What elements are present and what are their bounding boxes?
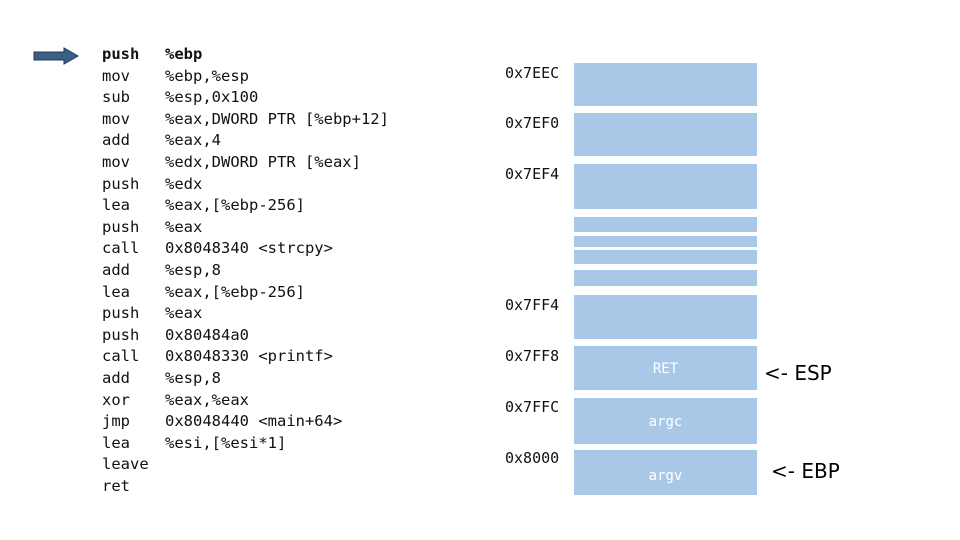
instruction-operands: 0x8048330 <printf>	[165, 347, 333, 366]
instruction-operands: %edx	[165, 174, 203, 193]
stack-address: 0x7EF4	[505, 165, 560, 183]
instruction-opcode: push	[102, 45, 140, 63]
stack-cell	[574, 236, 757, 247]
instruction-operands: %eax,4	[165, 131, 221, 150]
instruction-operands: %esp,0x100	[165, 88, 259, 107]
instruction-opcode: push	[102, 174, 140, 193]
stack-cell	[574, 164, 757, 209]
instruction-operands: %esp,8	[165, 368, 221, 387]
stack-cell	[574, 217, 757, 232]
instruction-opcode: add	[102, 368, 130, 387]
instruction-operands: %eax	[165, 217, 203, 236]
stack-cell-label: RET	[652, 361, 679, 377]
instruction-operands: 0x8048340 <strcpy>	[165, 239, 333, 258]
instruction-opcode: lea	[102, 196, 130, 215]
stack-cell	[574, 113, 757, 156]
stack-address: 0x7EF0	[505, 114, 560, 132]
instruction-operands: %ebp	[165, 45, 203, 63]
instruction-opcode: xor	[102, 390, 130, 409]
stack-cell	[574, 63, 757, 106]
instruction-opcode: call	[102, 239, 140, 258]
stack-address: 0x7FF8	[505, 347, 560, 365]
stack-address: 0x8000	[505, 449, 560, 467]
esp-pointer-label: <- ESP	[764, 361, 832, 385]
instruction-operands: %eax,%eax	[165, 390, 249, 409]
stack-address: 0x7EEC	[505, 64, 560, 82]
instruction-opcode: jmp	[102, 412, 130, 431]
stack-address: 0x7FFC	[505, 398, 560, 416]
instruction-operands: %esp,8	[165, 260, 221, 279]
stack-cell-label: argc	[648, 414, 683, 430]
stack-cell-argv: argv	[574, 450, 757, 495]
instruction-operands: 0x8048440 <main+64>	[165, 412, 343, 431]
instruction-operands: 0x80484a0	[165, 325, 249, 344]
instruction-operands: %eax	[165, 304, 203, 323]
instruction-operands: %eax,[%ebp-256]	[165, 196, 305, 215]
instruction-opcode: sub	[102, 88, 130, 107]
stack-cell-ret: RET	[574, 346, 757, 390]
instruction-opcode: push	[102, 217, 140, 236]
stack-address: 0x7FF4	[505, 296, 560, 314]
instruction-opcode: mov	[102, 152, 130, 171]
instruction-opcode: leave	[102, 455, 149, 474]
instruction-operands: %esi,[%esi*1]	[165, 433, 287, 452]
instruction-opcode: mov	[102, 66, 130, 85]
instruction-operands: %edx,DWORD PTR [%eax]	[165, 152, 361, 171]
instruction-opcode: lea	[102, 433, 130, 452]
instruction-opcode: push	[102, 325, 140, 344]
instruction-operands: %ebp,%esp	[165, 66, 249, 85]
instruction-opcode: add	[102, 131, 130, 150]
instruction-operands: %eax,DWORD PTR [%ebp+12]	[165, 109, 389, 128]
ebp-pointer-label: <- EBP	[771, 459, 840, 483]
instruction-opcode: lea	[102, 282, 130, 301]
stack-cell	[574, 270, 757, 286]
instruction-opcode: mov	[102, 109, 130, 128]
stack-cell-argc: argc	[574, 398, 757, 444]
current-instruction-arrow-icon	[33, 47, 80, 65]
stack-cell	[574, 295, 757, 339]
stack-cell	[574, 250, 757, 264]
instruction-opcode: call	[102, 347, 140, 366]
instruction-opcode: ret	[102, 476, 130, 495]
stack-cell-label: argv	[648, 468, 683, 484]
instruction-opcode: add	[102, 260, 130, 279]
instruction-operands: %eax,[%ebp-256]	[165, 282, 305, 301]
instruction-opcode: push	[102, 304, 140, 323]
